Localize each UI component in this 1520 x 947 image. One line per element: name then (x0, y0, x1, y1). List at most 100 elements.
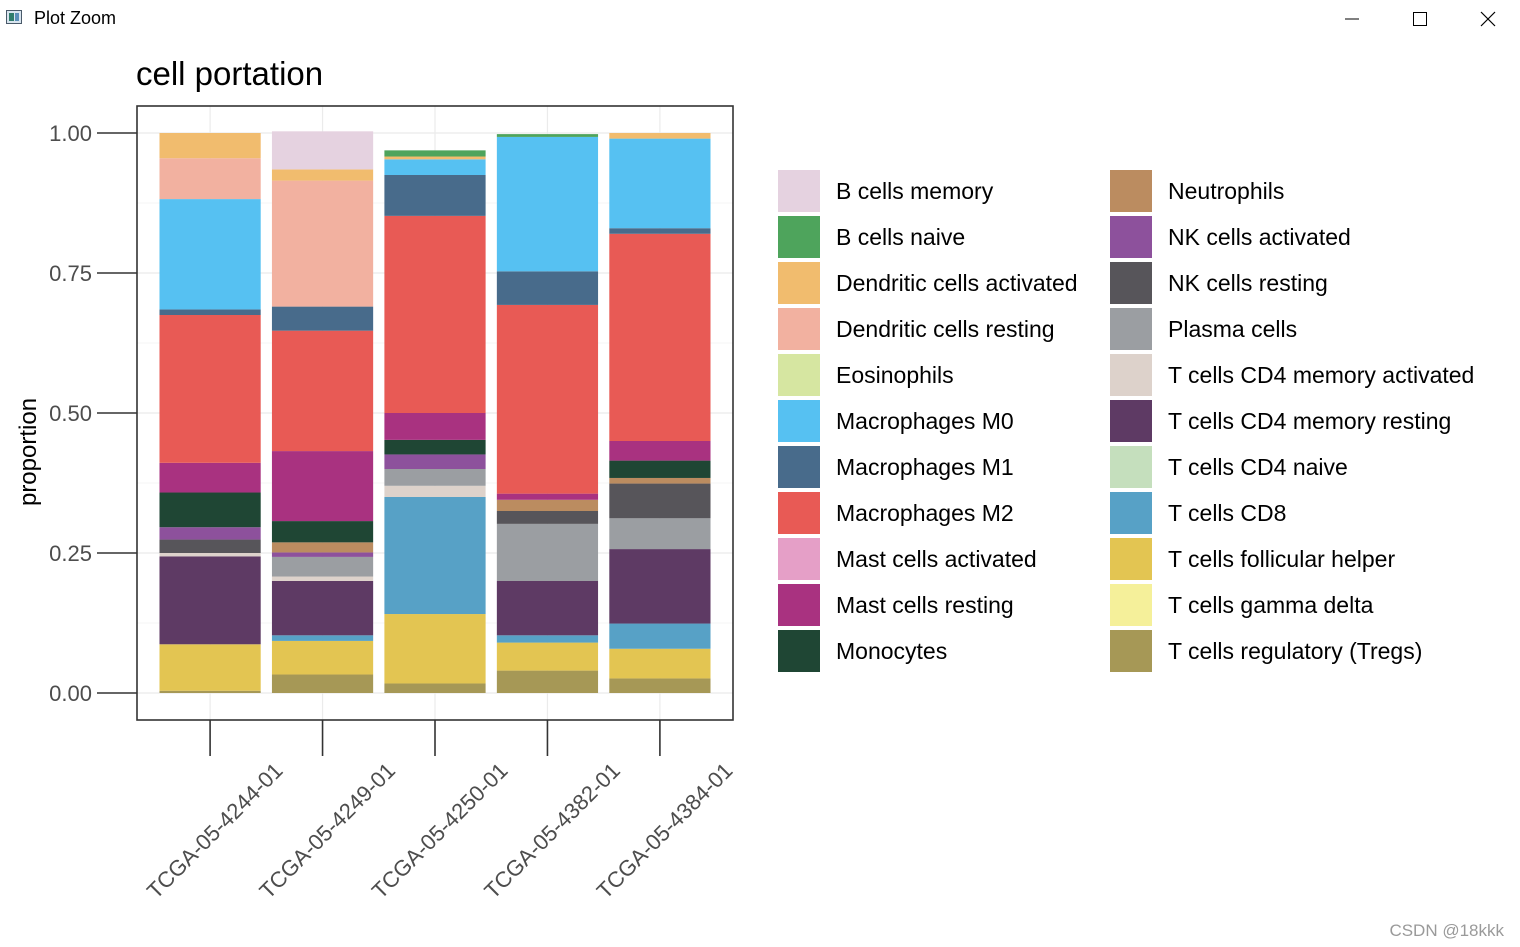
maximize-icon (1413, 12, 1427, 26)
bar-segment (159, 315, 261, 463)
legend-key (1110, 538, 1152, 580)
legend-label: Dendritic cells resting (836, 316, 1055, 342)
bar-segment (609, 233, 711, 441)
legend-label: Neutrophils (1168, 178, 1284, 204)
bar-segment (609, 549, 711, 624)
legend-label: T cells follicular helper (1168, 546, 1395, 572)
bar-segment (609, 623, 711, 649)
legend-key (778, 354, 820, 396)
legend-label: T cells gamma delta (1168, 592, 1374, 618)
window-titlebar: Plot Zoom (0, 0, 1520, 38)
bar-segment (609, 228, 711, 234)
bar-segment (384, 614, 486, 684)
legend-key (1110, 216, 1152, 258)
bar-segment (496, 670, 599, 693)
bar-segment (271, 169, 374, 181)
bar-segment (271, 674, 374, 693)
bar-segment (609, 477, 711, 484)
legend-key (778, 584, 820, 626)
bar-segment (159, 527, 261, 540)
legend-key (778, 262, 820, 304)
legend-key (1110, 354, 1152, 396)
window-title: Plot Zoom (34, 8, 117, 28)
bar-segment (271, 542, 374, 553)
bar-segment (609, 648, 711, 679)
legend-label: Macrophages M2 (836, 500, 1014, 526)
legend-label: Dendritic cells activated (836, 270, 1078, 296)
bar-segment (271, 330, 374, 452)
legend-key (778, 538, 820, 580)
bar-segment (496, 511, 599, 524)
bar-segment (609, 483, 711, 519)
legend-key (1110, 400, 1152, 442)
bar-segment (271, 581, 374, 636)
bar-segment (496, 635, 599, 643)
legend-key (1110, 630, 1152, 672)
bar-segment (609, 441, 711, 461)
bar-segment (271, 180, 374, 307)
maximize-button[interactable] (1386, 0, 1454, 38)
bar-segment (159, 553, 261, 557)
legend-key (778, 170, 820, 212)
close-icon (1480, 11, 1496, 27)
bar-segment (159, 644, 261, 691)
bar-segment (271, 451, 374, 522)
bar-segment (271, 131, 374, 170)
bar-segment (496, 581, 599, 636)
legend-label: Eosinophils (836, 362, 954, 388)
bar-segment (609, 138, 711, 229)
legend-label: Monocytes (836, 638, 947, 664)
legend-label: NK cells activated (1168, 224, 1351, 250)
bar-segment (271, 556, 374, 577)
bar-segment (271, 640, 374, 675)
bar-segment (609, 678, 711, 693)
legend-label: T cells CD4 memory activated (1168, 362, 1474, 388)
bar-segment (496, 642, 599, 671)
y-tick-label: 0.00 (49, 681, 92, 706)
legend-label: T cells CD4 naive (1168, 454, 1348, 480)
legend-key (1110, 170, 1152, 212)
bar-segment (271, 552, 374, 557)
legend-label: Mast cells resting (836, 592, 1014, 618)
legend-label: NK cells resting (1168, 270, 1328, 296)
legend-label: Mast cells activated (836, 546, 1037, 572)
bar-segment (159, 539, 261, 553)
bar-segment (271, 635, 374, 641)
legend-label: Macrophages M1 (836, 454, 1014, 480)
bar-segment (384, 159, 486, 175)
bar-segment (384, 497, 486, 615)
bar-segment (159, 462, 261, 493)
bar-segment (384, 215, 486, 413)
bar-segment (384, 485, 486, 497)
legend-key (778, 446, 820, 488)
y-tick-label: 1.00 (49, 121, 92, 146)
y-tick-label: 0.50 (49, 401, 92, 426)
legend-label: Plasma cells (1168, 316, 1297, 342)
bar-segment (159, 492, 261, 528)
legend-key (1110, 446, 1152, 488)
legend-label: T cells regulatory (Tregs) (1168, 638, 1422, 664)
legend-key (1110, 308, 1152, 350)
legend-key (1110, 262, 1152, 304)
bar-segment (496, 134, 599, 137)
bar-segment (609, 460, 711, 478)
bar-segment (159, 133, 261, 159)
watermark: CSDN @18kkk (1389, 921, 1504, 940)
y-tick-label: 0.25 (49, 541, 92, 566)
bar-segment (384, 469, 486, 486)
legend-key (1110, 584, 1152, 626)
bar-segment (159, 309, 261, 315)
legend-label: B cells memory (836, 178, 994, 204)
close-button[interactable] (1454, 0, 1520, 38)
legend-key (778, 492, 820, 534)
minimize-icon (1345, 18, 1359, 20)
bar-segment (496, 499, 599, 511)
legend-key (778, 216, 820, 258)
bar-segment (496, 136, 599, 272)
minimize-button[interactable] (1318, 0, 1386, 38)
bar-segment (159, 556, 261, 645)
bar-segment (496, 493, 599, 500)
legend-key (778, 630, 820, 672)
bar-segment (384, 413, 486, 440)
bar-segment (384, 683, 486, 693)
